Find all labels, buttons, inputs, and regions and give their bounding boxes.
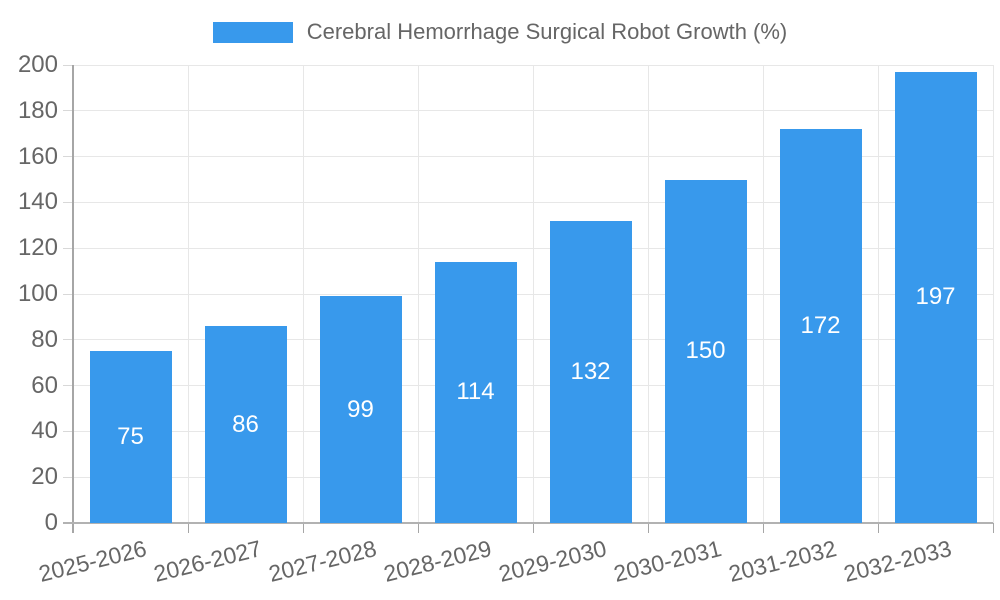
legend-label: Cerebral Hemorrhage Surgical Robot Growt… (306, 19, 788, 44)
x-axis-tick (647, 523, 649, 533)
y-axis-tick (63, 156, 73, 158)
x-axis-tick (532, 523, 534, 533)
y-axis-line (72, 65, 74, 533)
bar-value-label: 86 (232, 410, 259, 438)
bar-value-label: 172 (800, 312, 841, 340)
x-axis-tick (187, 523, 189, 533)
x-axis-tick-label: 2025-2026 (35, 535, 149, 587)
x-gridline (762, 65, 764, 523)
x-axis-tick (417, 523, 419, 533)
legend-item[interactable]: Cerebral Hemorrhage Surgical Robot Growt… (212, 19, 788, 45)
y-axis-tick (63, 64, 73, 66)
x-axis-tick-label: 2032-2033 (840, 535, 954, 587)
legend-swatch (212, 21, 293, 43)
x-gridline (647, 65, 649, 523)
x-axis-tick-label: 2029-2030 (495, 535, 609, 587)
x-gridline (992, 65, 994, 523)
y-axis-tick-label: 20 (31, 463, 58, 491)
y-axis-tick-label: 200 (17, 51, 58, 78)
bar-value-label: 99 (347, 395, 374, 423)
y-axis-tick (63, 476, 73, 478)
bar-value-label: 75 (117, 423, 144, 451)
y-axis-tick-label: 40 (31, 417, 58, 445)
y-axis-tick (63, 201, 73, 203)
legend: Cerebral Hemorrhage Surgical Robot Growt… (0, 19, 1000, 45)
y-axis-tick (63, 293, 73, 295)
y-axis-tick-label: 0 (44, 509, 58, 536)
y-axis-tick-label: 160 (17, 142, 58, 170)
bar-2030-2031[interactable]: 150 (664, 179, 747, 523)
x-axis-tick (302, 523, 304, 533)
y-axis-tick-label: 100 (17, 280, 58, 307)
y-axis-tick-label: 80 (31, 325, 58, 353)
x-axis-tick-label: 2026-2027 (150, 535, 264, 587)
x-axis-tick (877, 523, 879, 533)
bar-2032-2033[interactable]: 197 (894, 71, 977, 523)
x-gridline (877, 65, 879, 523)
x-gridline (417, 65, 419, 523)
x-gridline (187, 65, 189, 523)
bar-2026-2027[interactable]: 86 (204, 326, 287, 523)
x-axis-tick (762, 523, 764, 533)
bar-value-label: 114 (456, 378, 495, 406)
y-axis-tick-label: 180 (17, 96, 58, 124)
y-axis-tick (63, 110, 73, 112)
bar-value-label: 132 (570, 357, 611, 385)
bar-2028-2029[interactable]: 114 (434, 261, 517, 523)
bar-2025-2026[interactable]: 75 (89, 351, 172, 523)
y-axis-tick (63, 247, 73, 249)
bar-value-label: 150 (685, 337, 726, 365)
bar-value-label: 197 (915, 283, 956, 311)
y-axis-tick (63, 339, 73, 341)
x-gridline (532, 65, 534, 523)
x-axis-tick-label: 2031-2032 (725, 535, 839, 587)
bar-2031-2032[interactable]: 172 (779, 129, 862, 523)
x-axis-line (63, 522, 993, 524)
y-axis-tick (63, 430, 73, 432)
y-axis-tick (63, 385, 73, 387)
bar-2029-2030[interactable]: 132 (549, 220, 632, 523)
x-axis-tick-label: 2028-2029 (380, 535, 494, 587)
bar-2027-2028[interactable]: 99 (319, 296, 402, 523)
x-axis-tick-label: 2030-2031 (610, 535, 724, 587)
y-axis-tick-label: 60 (31, 371, 58, 399)
y-axis-tick-label: 120 (17, 234, 58, 262)
x-gridline (302, 65, 304, 523)
x-axis-tick-label: 2027-2028 (265, 535, 379, 587)
x-axis-tick (992, 523, 994, 533)
y-axis-tick-label: 140 (17, 188, 58, 216)
